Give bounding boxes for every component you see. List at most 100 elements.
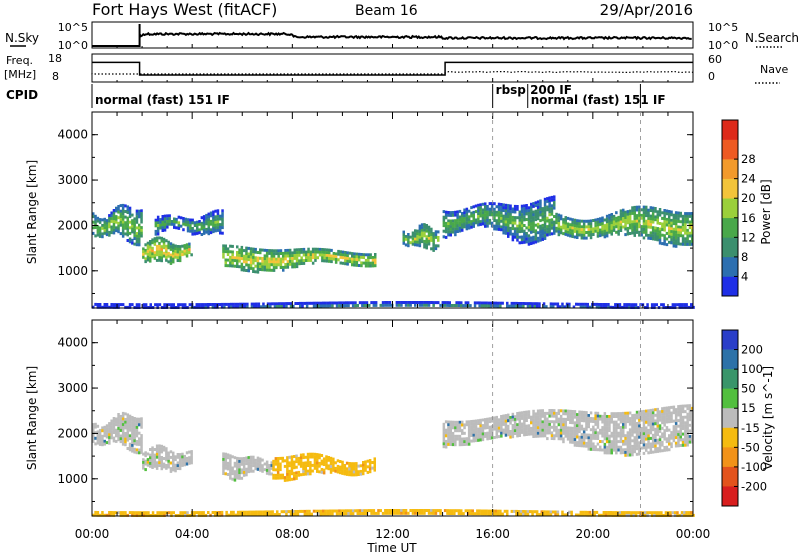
heatmap-cell	[626, 215, 630, 219]
heatmap-cell	[268, 251, 271, 255]
heatmap-cell	[534, 229, 538, 233]
heatmap-cell	[323, 248, 326, 252]
heatmap-cell	[230, 302, 233, 306]
heatmap-cell	[562, 420, 565, 424]
heatmap-cell	[126, 513, 129, 517]
heatmap-cell	[94, 513, 97, 517]
heatmap-cell	[661, 410, 664, 413]
heatmap-cell	[543, 211, 547, 215]
heatmap-cell	[124, 204, 127, 208]
heatmap-cell	[447, 420, 450, 424]
heatmap-cell	[178, 250, 182, 254]
heatmap-cell	[601, 431, 604, 435]
heatmap-cell	[348, 464, 351, 468]
heatmap-cell	[418, 235, 422, 239]
heatmap-cell	[319, 512, 323, 516]
heatmap-cell	[307, 256, 310, 260]
heatmap-cell	[324, 304, 327, 308]
heatmap-cell	[518, 213, 521, 217]
heatmap-cell	[614, 303, 617, 307]
heatmap-cell	[160, 256, 163, 260]
heatmap-cell	[523, 433, 526, 437]
heatmap-cell	[121, 414, 125, 418]
heatmap-cell	[603, 437, 607, 441]
heatmap-cell	[536, 236, 540, 240]
heatmap-cell	[306, 464, 310, 467]
heatmap-cell	[138, 423, 141, 427]
heatmap-cell	[353, 260, 356, 264]
heatmap-cell	[593, 510, 596, 514]
heatmap-cell	[191, 229, 194, 233]
heatmap-cell	[238, 468, 241, 472]
heatmap-cell	[656, 235, 659, 239]
heatmap-cell	[651, 234, 655, 238]
heatmap-cell	[205, 216, 208, 220]
heatmap-cell	[599, 234, 602, 238]
heatmap-cell	[670, 433, 673, 437]
heatmap-cell	[492, 509, 495, 513]
heatmap-cell	[564, 431, 567, 435]
heatmap-cell	[572, 305, 576, 309]
heatmap-cell	[163, 303, 166, 307]
heatmap-cell	[670, 445, 673, 449]
heatmap-cell	[484, 205, 487, 209]
heatmap-cell	[467, 226, 471, 230]
heatmap-cell	[555, 417, 558, 421]
heatmap-cell	[108, 305, 111, 309]
heatmap-cell	[691, 420, 694, 424]
heatmap-cell	[238, 476, 241, 480]
heatmap-cell	[214, 209, 217, 213]
heatmap-cell	[658, 238, 662, 242]
heatmap-cell	[545, 305, 548, 309]
heatmap-cell	[149, 303, 152, 307]
heatmap-cell	[559, 423, 563, 427]
heatmap-cell	[656, 210, 659, 214]
heatmap-cell	[256, 259, 260, 263]
heatmap-cell	[534, 429, 538, 433]
heatmap-cell	[108, 513, 111, 517]
heatmap-cell	[564, 429, 567, 433]
heatmap-cell	[518, 216, 521, 220]
heatmap-cell	[628, 453, 632, 457]
heatmap-cell	[381, 301, 385, 305]
heatmap-cell	[502, 414, 505, 418]
heatmap-cell	[200, 513, 203, 517]
heatmap-cell	[564, 417, 567, 421]
heatmap-cell	[202, 305, 205, 309]
heatmap-cell	[610, 440, 613, 444]
heatmap-cell	[316, 250, 319, 254]
heatmap-cell	[490, 436, 494, 440]
colorbar-tick-label: 200	[741, 343, 763, 357]
heatmap-cell	[543, 414, 547, 418]
heatmap-cell	[439, 511, 442, 515]
heatmap-cell	[668, 437, 671, 440]
heatmap-cell	[339, 465, 342, 469]
heatmap-cell	[463, 211, 466, 215]
heatmap-cell	[687, 513, 691, 517]
heatmap-cell	[661, 418, 664, 422]
heatmap-cell	[159, 223, 162, 227]
heatmap-cell	[124, 412, 127, 416]
heatmap-cell	[642, 426, 646, 430]
heatmap-cell	[577, 302, 580, 306]
heatmap-cell	[454, 233, 457, 237]
heatmap-cell	[155, 461, 159, 465]
heatmap-cell	[115, 229, 118, 233]
heatmap-cell	[353, 258, 356, 261]
heatmap-cell	[684, 228, 687, 232]
heatmap-cell	[299, 464, 303, 468]
heatmap-cell	[331, 304, 334, 308]
heatmap-cell	[497, 426, 501, 430]
heatmap-cell	[229, 471, 232, 475]
heatmap-cell	[328, 304, 332, 308]
heatmap-cell	[279, 263, 283, 267]
heatmap-cell	[594, 445, 597, 449]
heatmap-cell	[481, 202, 485, 206]
heatmap-cell	[369, 261, 372, 265]
heatmap-cell	[261, 464, 264, 468]
heatmap-cell	[454, 426, 457, 430]
heatmap-cell	[256, 256, 260, 260]
heatmap-cell	[557, 233, 561, 237]
heatmap-cell	[138, 215, 141, 219]
heatmap-cell	[691, 228, 694, 232]
